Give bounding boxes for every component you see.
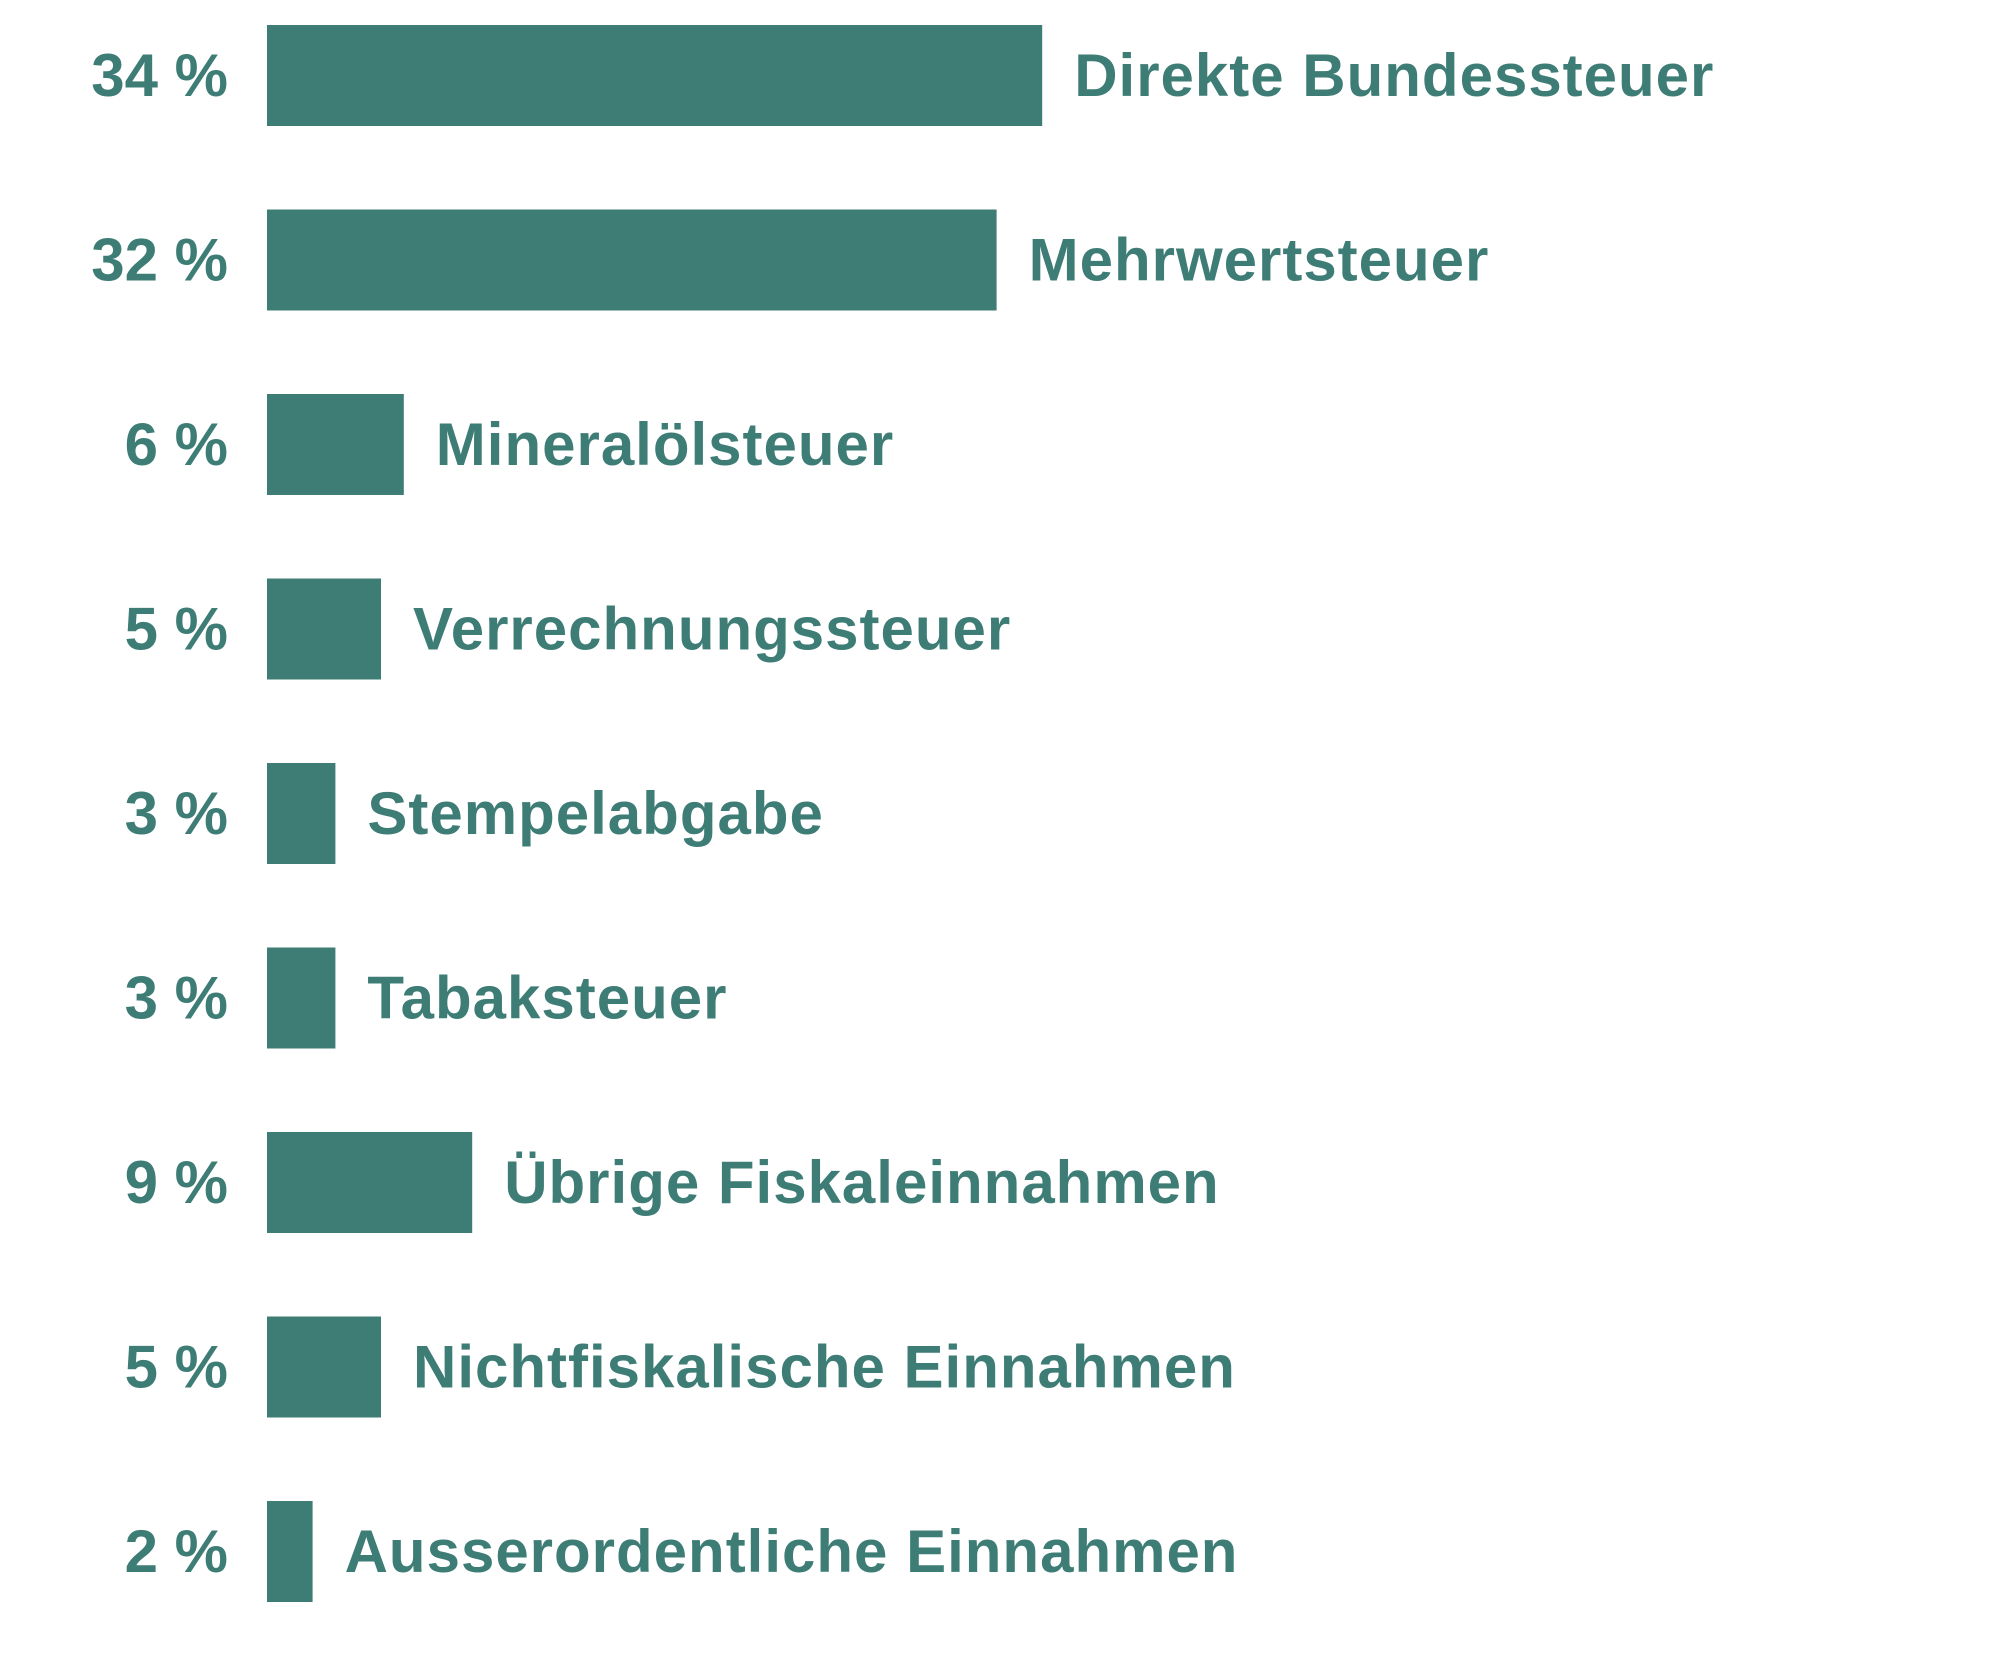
category-label: Direkte Bundessteuer	[1074, 42, 1714, 109]
bar	[267, 1501, 313, 1602]
bar-row: 5 % Nichtfiskalische Einnahmen	[125, 1316, 1236, 1418]
value-label: 3 %	[125, 780, 228, 847]
bar	[267, 1316, 381, 1418]
bar-row: 2 % Ausserordentliche Einnahmen	[125, 1501, 1239, 1602]
bar	[267, 947, 336, 1049]
bar-row: 3 % Tabaksteuer	[125, 947, 727, 1049]
value-label: 5 %	[125, 1334, 228, 1401]
value-label: 6 %	[125, 411, 228, 478]
bar-row: 3 % Stempelabgabe	[125, 763, 823, 864]
value-label: 34 %	[91, 42, 228, 109]
category-label: Ausserordentliche Einnahmen	[345, 1518, 1239, 1585]
bar-row: 32 % Mehrwertsteuer	[91, 209, 1490, 311]
category-label: Mehrwertsteuer	[1029, 227, 1490, 294]
category-label: Nichtfiskalische Einnahmen	[413, 1334, 1236, 1401]
category-label: Tabaksteuer	[367, 965, 727, 1032]
value-label: 3 %	[125, 965, 228, 1032]
category-label: Stempelabgabe	[367, 780, 823, 847]
bar	[267, 394, 404, 495]
value-label: 32 %	[91, 227, 228, 294]
bar-row: 5 % Verrechnungssteuer	[125, 578, 1011, 680]
bar	[267, 25, 1043, 126]
bar-row: 6 % Mineralölsteuer	[125, 394, 894, 495]
value-label: 9 %	[125, 1149, 228, 1216]
value-label: 5 %	[125, 596, 228, 663]
bar	[267, 209, 997, 311]
bar	[267, 1132, 473, 1233]
category-label: Übrige Fiskaleinnahmen	[504, 1149, 1220, 1216]
category-label: Mineralölsteuer	[436, 411, 894, 478]
bar	[267, 578, 381, 680]
bar	[267, 763, 336, 864]
category-label: Verrechnungssteuer	[413, 596, 1011, 663]
value-label: 2 %	[125, 1518, 228, 1585]
bar-row: 34 % Direkte Bundessteuer	[91, 25, 1714, 126]
bar-row: 9 % Übrige Fiskaleinnahmen	[125, 1132, 1220, 1233]
